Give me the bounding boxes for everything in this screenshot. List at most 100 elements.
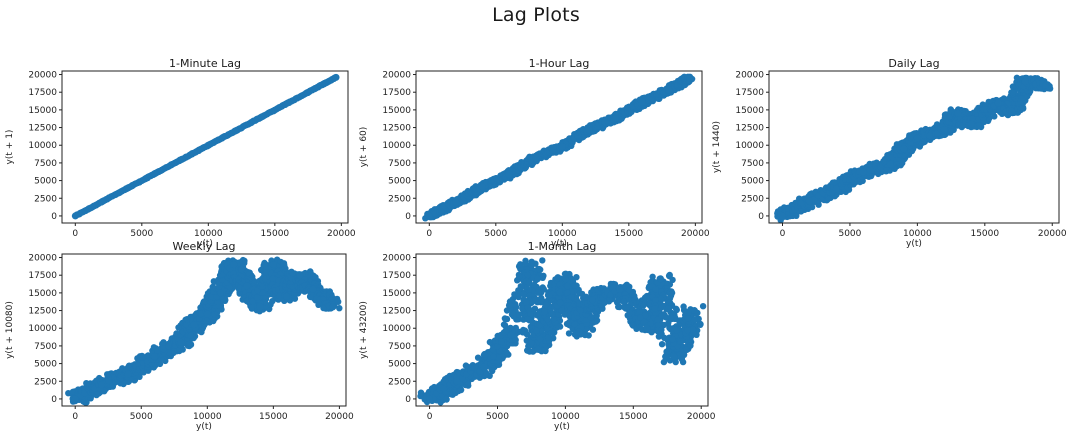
y-tick-label: 20000 xyxy=(735,71,764,81)
data-point xyxy=(532,154,540,162)
x-tick-label: 15000 xyxy=(970,229,999,239)
scatter-point xyxy=(248,304,255,311)
scatter-points xyxy=(774,74,1054,224)
y-tick-label: 20000 xyxy=(28,71,57,81)
data-point xyxy=(1042,81,1050,89)
data-point xyxy=(71,212,79,220)
y-tick-label: 2500 xyxy=(34,194,57,204)
data-point xyxy=(665,86,673,94)
y-tick-label: 10000 xyxy=(382,141,411,151)
y-tick-label: 12500 xyxy=(382,124,411,134)
y-tick-label: 0 xyxy=(51,212,57,222)
x-tick-label: 5000 xyxy=(130,229,153,239)
data-point xyxy=(558,143,566,151)
y-tick-label: 15000 xyxy=(382,106,411,116)
data-point xyxy=(913,134,921,142)
data-point xyxy=(479,183,487,191)
data-point xyxy=(886,160,894,168)
data-point xyxy=(994,99,1002,107)
x-tick-label: 10000 xyxy=(548,229,577,239)
scatter-points xyxy=(422,73,696,222)
x-tick-label: 15000 xyxy=(615,229,644,239)
y-tick-label: 0 xyxy=(405,212,411,222)
data-point xyxy=(425,212,433,220)
y-tick-label: 7500 xyxy=(34,159,57,169)
y-tick-label: 5000 xyxy=(741,177,764,187)
panel-title: 1-Hour Lag xyxy=(529,57,590,70)
data-point xyxy=(638,98,646,106)
panel-title: Daily Lag xyxy=(888,57,939,70)
y-axis-label: y(t + 60) xyxy=(359,127,369,168)
data-point xyxy=(585,126,593,134)
scatter-points xyxy=(65,256,343,406)
data-point xyxy=(1021,78,1029,86)
data-point xyxy=(900,145,908,153)
data-point xyxy=(940,126,948,134)
data-point xyxy=(231,127,239,135)
x-tick-label: 10000 xyxy=(903,229,932,239)
y-axis-label: y(t + 1440) xyxy=(712,121,722,173)
y-tick-label: 2500 xyxy=(741,194,764,204)
data-point xyxy=(204,141,212,149)
data-point xyxy=(151,170,159,178)
scatter-point xyxy=(798,199,805,207)
y-tick-label: 20000 xyxy=(382,71,411,81)
y-tick-label: 17500 xyxy=(28,88,57,98)
y-tick-label: 7500 xyxy=(741,159,764,169)
data-point xyxy=(178,155,186,163)
data-point xyxy=(859,168,867,176)
y-tick-label: 2500 xyxy=(388,194,411,204)
data-point xyxy=(686,74,694,82)
x-tick-label: 5000 xyxy=(838,229,861,239)
x-tick-label: 10000 xyxy=(194,229,223,239)
x-tick-label: 0 xyxy=(780,229,786,239)
scatter-points xyxy=(71,73,340,220)
y-tick-label: 7500 xyxy=(388,159,411,169)
y-tick-label: 0 xyxy=(758,212,764,222)
y-tick-label: 17500 xyxy=(382,88,411,98)
data-point xyxy=(311,85,319,93)
x-axis-label: y(t) xyxy=(906,239,922,249)
x-tick-label: 20000 xyxy=(1038,229,1067,239)
x-tick-label: 5000 xyxy=(484,229,507,239)
y-tick-label: 17500 xyxy=(735,88,764,98)
y-tick-label: 10000 xyxy=(735,141,764,151)
panel-title: 1-Minute Lag xyxy=(169,57,241,70)
axes-frame xyxy=(61,70,349,224)
scatter-point xyxy=(269,275,277,283)
data-point xyxy=(805,197,813,205)
data-point xyxy=(778,212,786,220)
y-tick-label: 10000 xyxy=(28,141,57,151)
panel-0: 1-Minute Lag 0 5000 10000 15000 20000 0 2500 500… xyxy=(5,57,356,249)
x-tick-label: 0 xyxy=(72,229,78,239)
x-axis-label: y(t) xyxy=(551,239,567,249)
data-point xyxy=(832,185,840,193)
data-point xyxy=(98,198,106,206)
data-point xyxy=(284,99,292,107)
data-point xyxy=(612,114,620,122)
data-point xyxy=(332,73,340,81)
panel-2: Daily Lag 0 5000 10000 15000 20000 0 2500 5000 75… xyxy=(712,57,1067,249)
data-point xyxy=(452,198,460,206)
figure-title: Lag Plots xyxy=(492,4,580,26)
data-point xyxy=(125,184,133,192)
y-axis-label: y(t + 1) xyxy=(5,130,15,165)
x-tick-label: 15000 xyxy=(261,229,290,239)
x-tick-label: 0 xyxy=(426,229,432,239)
data-point xyxy=(1008,107,1016,115)
y-tick-label: 5000 xyxy=(34,177,57,187)
scatter-point xyxy=(289,270,296,277)
axes-frame xyxy=(415,70,703,224)
data-point xyxy=(258,113,266,121)
data-point xyxy=(505,170,513,178)
y-tick-label: 15000 xyxy=(735,106,764,116)
x-axis-label: y(t) xyxy=(197,239,213,249)
x-tick-label: 20000 xyxy=(681,229,710,239)
y-tick-label: 12500 xyxy=(28,124,57,134)
data-point xyxy=(954,109,962,117)
y-tick-label: 12500 xyxy=(735,124,764,134)
y-tick-label: 15000 xyxy=(28,106,57,116)
